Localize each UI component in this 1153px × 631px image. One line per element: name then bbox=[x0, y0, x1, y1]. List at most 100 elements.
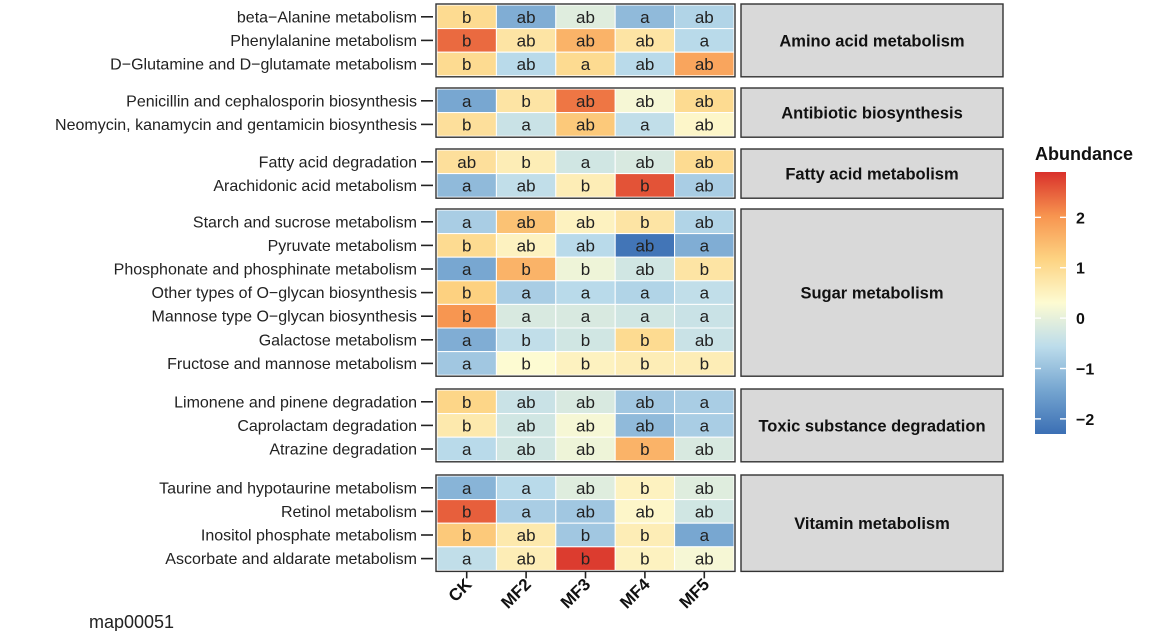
row-label: Atrazine degradation bbox=[269, 442, 417, 459]
row-label: Other types of O−glycan biosynthesis bbox=[152, 285, 417, 302]
group-label: Toxic substance degradation bbox=[758, 417, 985, 435]
cell-letter: b bbox=[700, 260, 709, 279]
cell-letter: ab bbox=[517, 236, 536, 255]
cell-letter: a bbox=[462, 331, 472, 350]
cell-letter: ab bbox=[517, 176, 536, 195]
cell-letter: a bbox=[462, 92, 472, 111]
group-label: Amino acid metabolism bbox=[779, 32, 964, 50]
cell-letter: b bbox=[640, 331, 649, 350]
cell-letter: ab bbox=[695, 213, 714, 232]
cell-letter: a bbox=[462, 479, 472, 498]
row-label: Pyruvate metabolism bbox=[268, 238, 417, 255]
cell-letter: a bbox=[521, 284, 531, 303]
cell-letter: ab bbox=[695, 92, 714, 111]
cell-letter: b bbox=[462, 115, 471, 134]
cell-letter: b bbox=[521, 354, 530, 373]
cell-letter: b bbox=[462, 31, 471, 50]
group-label: Sugar metabolism bbox=[800, 285, 943, 303]
cell-letter: ab bbox=[576, 440, 595, 459]
cell-letter: b bbox=[462, 236, 471, 255]
heatmap-cell bbox=[674, 173, 735, 198]
group-label: Antibiotic biosynthesis bbox=[781, 105, 963, 123]
cell-letter: a bbox=[462, 260, 472, 279]
cell-letter: a bbox=[462, 213, 472, 232]
cell-letter: b bbox=[640, 354, 649, 373]
cell-letter: b bbox=[462, 526, 471, 545]
cell-letter: ab bbox=[576, 115, 595, 134]
group-label: Vitamin metabolism bbox=[794, 515, 950, 533]
cell-letter: b bbox=[462, 393, 471, 412]
legend: Abundance 2 1 0 −1 −2 bbox=[1035, 144, 1133, 434]
cell-letter: b bbox=[521, 153, 530, 172]
row-label: Fatty acid degradation bbox=[259, 154, 417, 171]
cell-letter: ab bbox=[695, 115, 714, 134]
row-label: Mannose type O−glycan biosynthesis bbox=[152, 309, 417, 326]
row-label: Starch and sucrose metabolism bbox=[193, 214, 417, 231]
legend-title: Abundance bbox=[1035, 144, 1133, 164]
row-label: Galactose metabolism bbox=[259, 332, 417, 349]
cell-letter: b bbox=[581, 260, 590, 279]
panel-border bbox=[435, 208, 736, 377]
cell-letter: ab bbox=[576, 8, 595, 27]
cell-letter: ab bbox=[635, 260, 654, 279]
legend-tick-label: 1 bbox=[1076, 261, 1085, 278]
cell-letter: b bbox=[462, 8, 471, 27]
cell-letter: a bbox=[521, 479, 531, 498]
row-label: Penicillin and cephalosporin biosynthesi… bbox=[126, 93, 417, 110]
cell-letter: a bbox=[462, 550, 472, 569]
row-label: Phenylalanine metabolism bbox=[230, 33, 417, 50]
heatmap-cell bbox=[674, 546, 735, 571]
cell-letter: a bbox=[700, 307, 710, 326]
cell-letter: a bbox=[462, 354, 472, 373]
row-label: Inositol phosphate metabolism bbox=[201, 528, 417, 545]
cell-letter: b bbox=[462, 416, 471, 435]
cell-letter: ab bbox=[635, 31, 654, 50]
cell-letter: a bbox=[700, 416, 710, 435]
cell-letter: a bbox=[700, 526, 710, 545]
panel-border bbox=[435, 148, 736, 199]
cell-letter: b bbox=[462, 502, 471, 521]
facet-strip bbox=[740, 474, 1004, 573]
legend-ticks: 2 1 0 −1 −2 bbox=[1035, 210, 1094, 429]
cell-letter: ab bbox=[576, 92, 595, 111]
cell-letter: a bbox=[462, 176, 472, 195]
cell-letter: ab bbox=[695, 176, 714, 195]
panel-border bbox=[435, 3, 736, 78]
cell-letter: a bbox=[521, 307, 531, 326]
cell-letter: b bbox=[581, 331, 590, 350]
cell-letter: a bbox=[521, 115, 531, 134]
cell-letter: ab bbox=[517, 8, 536, 27]
facet-strip bbox=[740, 208, 1004, 377]
cell-letter: ab bbox=[695, 550, 714, 569]
cell-letter: b bbox=[462, 307, 471, 326]
column-label: MF5 bbox=[676, 575, 713, 612]
cell-letter: a bbox=[581, 153, 591, 172]
cell-letter: ab bbox=[576, 479, 595, 498]
legend-tick-label: −1 bbox=[1076, 362, 1094, 379]
row-label: D−Glutamine and D−glutamate metabolism bbox=[110, 57, 417, 74]
panel-border bbox=[435, 388, 736, 463]
cell-letter: a bbox=[640, 8, 650, 27]
cell-letter: ab bbox=[517, 55, 536, 74]
cell-letter: ab bbox=[695, 502, 714, 521]
cell-letter: b bbox=[640, 440, 649, 459]
row-label: Caprolactam degradation bbox=[237, 418, 417, 435]
cell-letter: b bbox=[462, 55, 471, 74]
cell-letter: a bbox=[640, 284, 650, 303]
legend-colorbar bbox=[1035, 172, 1066, 434]
cell-letter: ab bbox=[517, 393, 536, 412]
cell-letter: b bbox=[581, 550, 590, 569]
row-label: Phosphonate and phosphinate metabolism bbox=[114, 262, 417, 279]
cell-letter: ab bbox=[576, 416, 595, 435]
cell-letter: a bbox=[521, 502, 531, 521]
cell-letter: b bbox=[640, 550, 649, 569]
cell-letter: ab bbox=[457, 153, 476, 172]
row-label: Ascorbate and aldarate metabolism bbox=[165, 551, 417, 568]
cell-letter: ab bbox=[635, 92, 654, 111]
cell-letter: b bbox=[581, 526, 590, 545]
